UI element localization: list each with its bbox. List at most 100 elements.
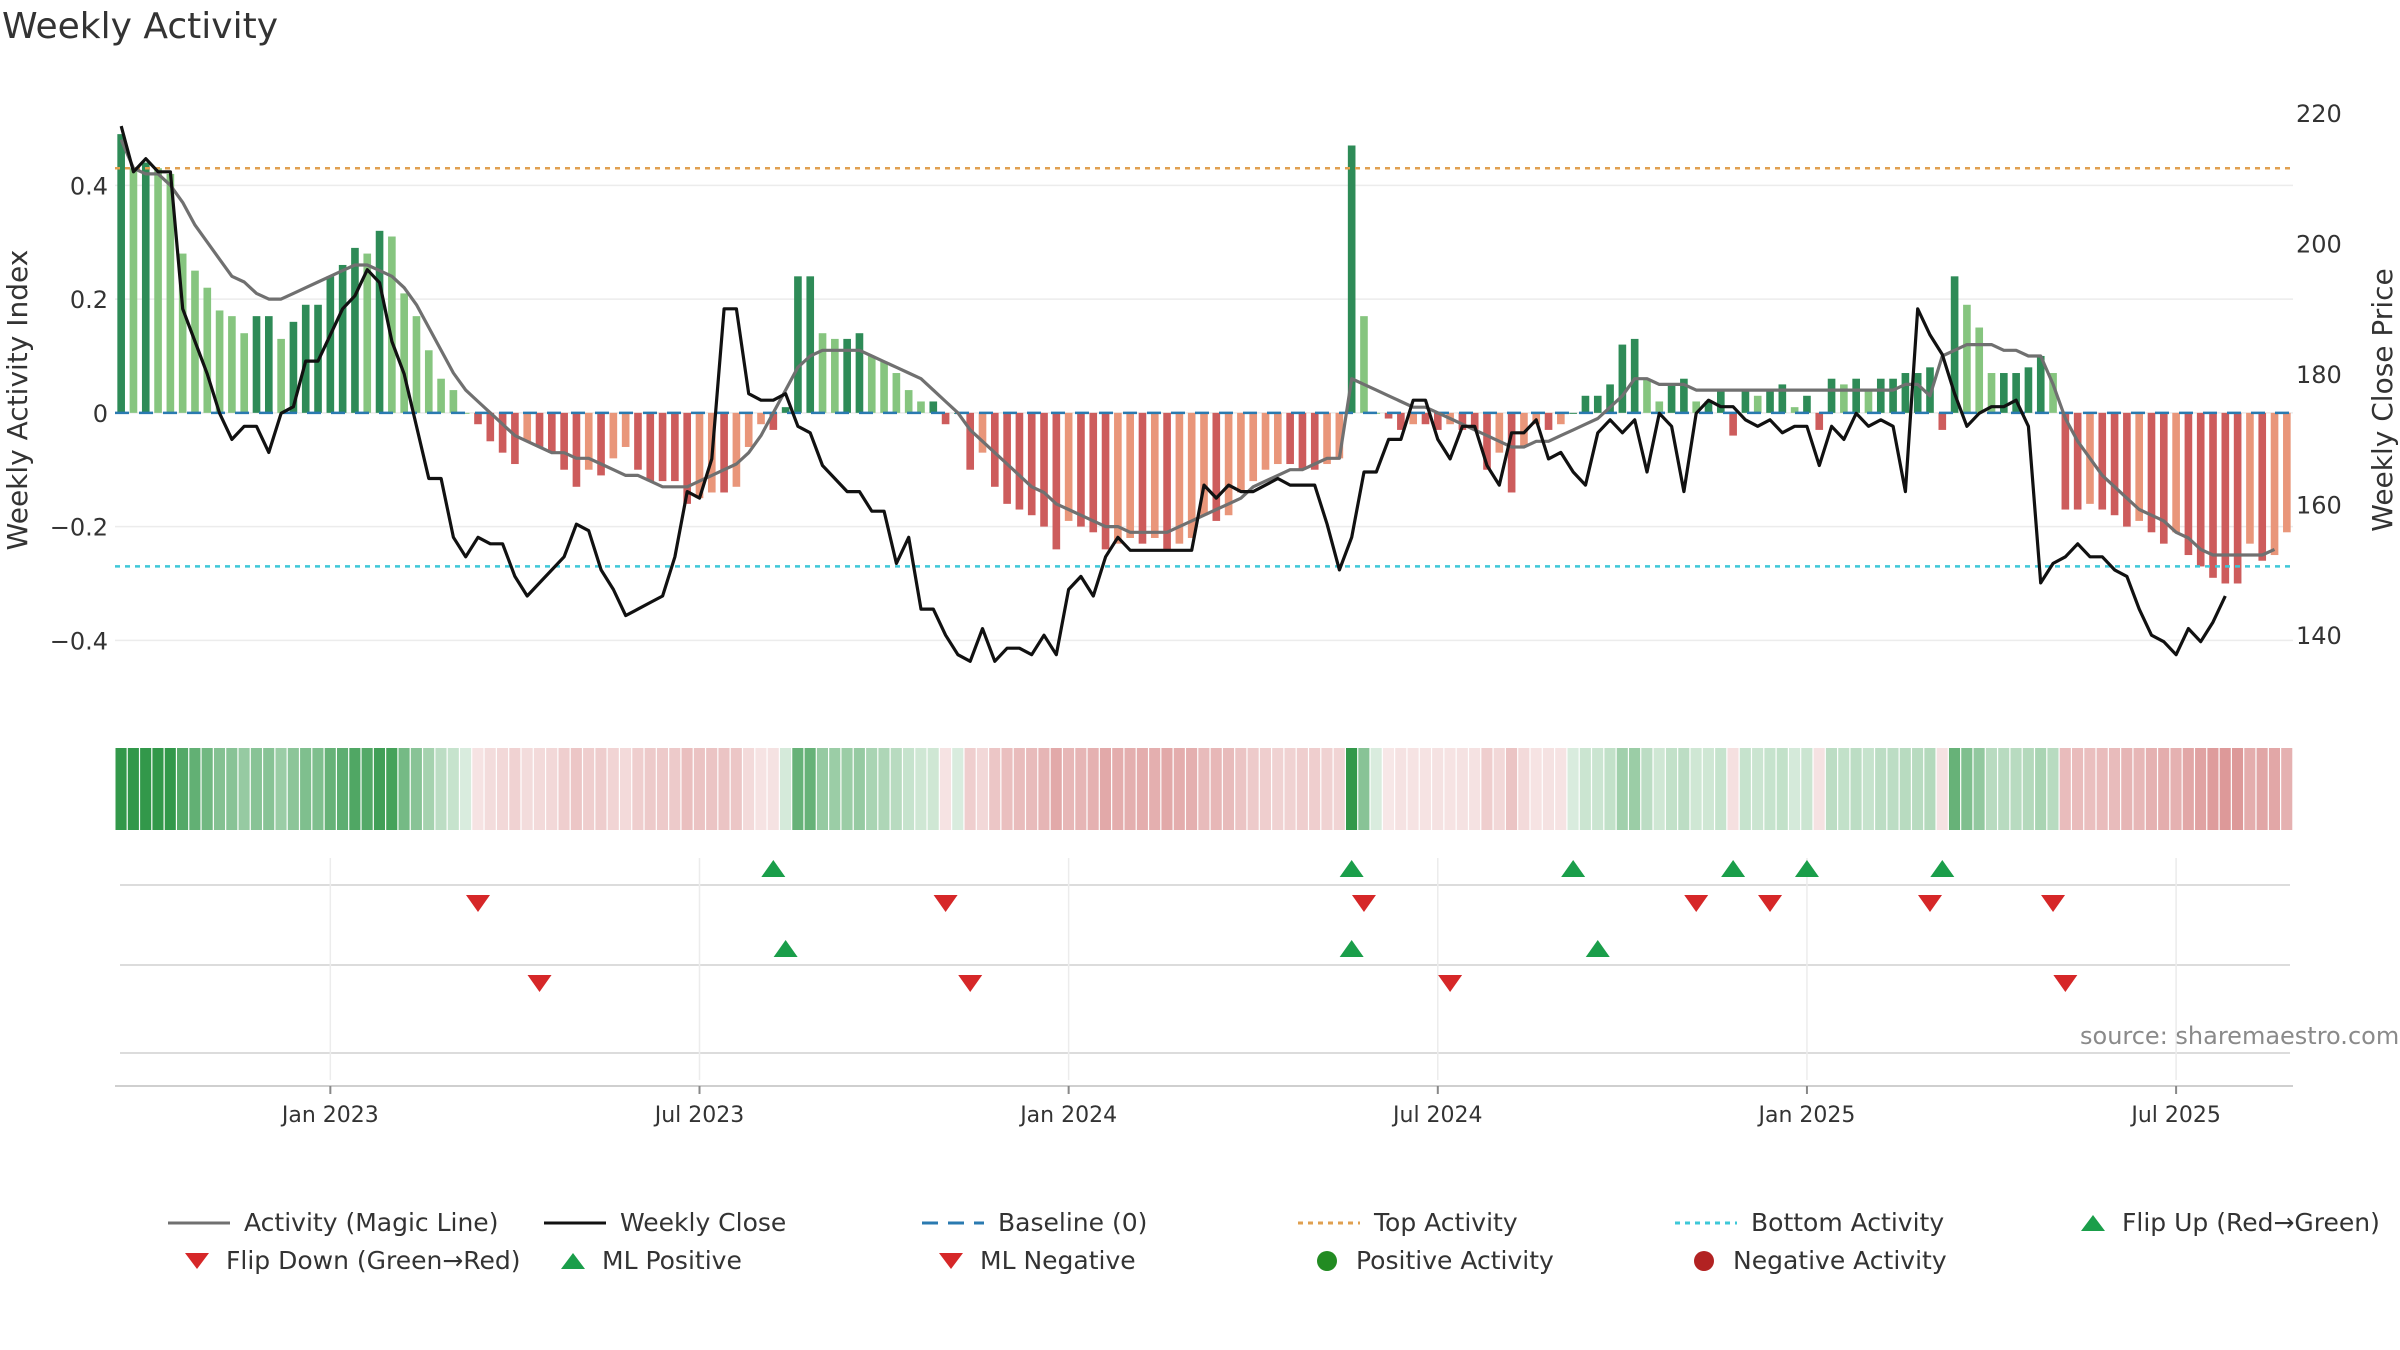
heat-cell bbox=[1333, 748, 1345, 830]
activity-bar bbox=[1015, 412, 1024, 510]
heat-cell bbox=[324, 748, 336, 830]
triangle-up-marker bbox=[1930, 860, 1955, 877]
heat-cell bbox=[693, 748, 705, 830]
heat-cell bbox=[2035, 748, 2047, 830]
activity-bar bbox=[867, 355, 876, 413]
triangle-down-marker bbox=[466, 895, 490, 912]
heat-cell bbox=[1075, 748, 1087, 830]
activity-bar bbox=[1286, 412, 1294, 465]
activity-bar bbox=[1520, 412, 1528, 447]
activity-bar bbox=[621, 412, 630, 447]
triangle-up-marker bbox=[773, 940, 798, 957]
magic-line-swatch-icon bbox=[168, 1221, 230, 1224]
activity-bar bbox=[904, 390, 913, 413]
heat-cell bbox=[792, 748, 804, 830]
legend-label: Top Activity bbox=[1374, 1208, 1518, 1237]
activity-bar bbox=[609, 412, 618, 459]
heat-cell bbox=[1875, 748, 1887, 830]
heat-cell bbox=[2022, 748, 2034, 830]
activity-bar bbox=[178, 253, 187, 413]
triangle-up-marker bbox=[1339, 860, 1364, 877]
heat-cell bbox=[829, 748, 841, 830]
triangle-down-icon bbox=[939, 1252, 963, 1269]
activity-bar bbox=[2135, 412, 2144, 521]
heat-cell bbox=[1604, 748, 1616, 830]
y2-axis-title: Weekly Close Price bbox=[2366, 268, 2399, 531]
activity-bar bbox=[695, 412, 704, 499]
heat-cell bbox=[570, 748, 582, 830]
heat-cell bbox=[1210, 748, 1222, 830]
activity-bar bbox=[1618, 344, 1627, 413]
activity-bar bbox=[2000, 373, 2008, 413]
heat-cell bbox=[546, 748, 558, 830]
triangle-down-marker bbox=[2041, 895, 2066, 912]
activity-bar bbox=[1249, 412, 1258, 482]
activity-bar bbox=[461, 412, 470, 414]
triangle-up-marker bbox=[1585, 940, 1610, 957]
heat-cell bbox=[2281, 748, 2293, 830]
x-tick-label: Jan 2024 bbox=[1018, 1103, 1117, 1128]
activity-bar bbox=[1901, 373, 1910, 413]
activity-bar bbox=[1433, 412, 1442, 430]
activity-bar bbox=[277, 338, 285, 413]
activity-bar bbox=[1507, 412, 1516, 493]
heat-cell bbox=[1358, 748, 1370, 830]
heat-cell bbox=[2108, 748, 2121, 830]
heat-cell bbox=[1567, 748, 1579, 830]
heat-cell bbox=[1272, 748, 1284, 830]
heat-cell bbox=[1629, 748, 1641, 830]
activity-bar bbox=[2196, 412, 2205, 567]
triangle-down-marker bbox=[933, 895, 958, 912]
x-tick-label: Jul 2023 bbox=[653, 1103, 745, 1128]
activity-bar bbox=[1323, 412, 1331, 465]
activity-bar bbox=[1815, 412, 1824, 430]
legend-item-bottom-activity: Bottom Activity bbox=[1675, 1208, 1944, 1237]
heat-cell bbox=[644, 748, 656, 830]
heat-cell bbox=[1259, 748, 1271, 830]
activity-bar bbox=[1778, 384, 1787, 413]
activity-bar bbox=[338, 264, 347, 413]
heat-cell bbox=[1948, 748, 1961, 830]
activity-bar bbox=[301, 304, 310, 413]
heat-cell bbox=[1493, 748, 1505, 830]
heat-cell bbox=[1702, 748, 1714, 830]
activity-bar bbox=[2209, 412, 2217, 578]
triangle-up-marker bbox=[1339, 940, 1364, 957]
heat-cell bbox=[1013, 748, 1025, 830]
heat-cell bbox=[1481, 748, 1493, 830]
heat-cell bbox=[1296, 748, 1308, 830]
activity-bar bbox=[1692, 401, 1701, 413]
heat-cell bbox=[2047, 748, 2059, 830]
heat-cell bbox=[1050, 748, 1062, 830]
triangle-down-marker bbox=[1918, 895, 1942, 912]
activity-heat-strip bbox=[115, 748, 2293, 830]
heat-cell bbox=[890, 748, 902, 830]
activity-bar bbox=[1187, 412, 1196, 538]
activity-bar bbox=[1729, 412, 1737, 436]
activity-bar bbox=[1483, 412, 1491, 470]
heat-cell bbox=[1136, 748, 1148, 830]
heat-cell bbox=[1678, 748, 1690, 830]
heat-cell bbox=[1912, 748, 1924, 830]
activity-bar bbox=[1544, 412, 1553, 430]
activity-bar bbox=[351, 247, 359, 413]
heat-cell bbox=[1616, 748, 1628, 830]
activity-bar bbox=[2246, 412, 2254, 544]
activity-bar bbox=[1569, 412, 1577, 414]
reference-lines bbox=[115, 167, 2293, 568]
heat-cell bbox=[140, 748, 152, 830]
activity-bar bbox=[1643, 378, 1651, 413]
activity-bar bbox=[1655, 401, 1664, 413]
close-line-swatch-icon bbox=[544, 1221, 606, 1224]
activity-bar bbox=[978, 412, 987, 453]
y-tick-label: 0.4 bbox=[70, 172, 108, 200]
activity-bar bbox=[634, 412, 642, 470]
activity-bar bbox=[1114, 412, 1122, 544]
heat-cell bbox=[915, 748, 927, 830]
activity-bar bbox=[1803, 395, 1811, 413]
heat-cell bbox=[1825, 748, 1838, 830]
heat-cell bbox=[743, 748, 755, 830]
activity-bar bbox=[855, 333, 864, 413]
heat-cell bbox=[2256, 748, 2268, 830]
heat-cell bbox=[706, 748, 718, 830]
